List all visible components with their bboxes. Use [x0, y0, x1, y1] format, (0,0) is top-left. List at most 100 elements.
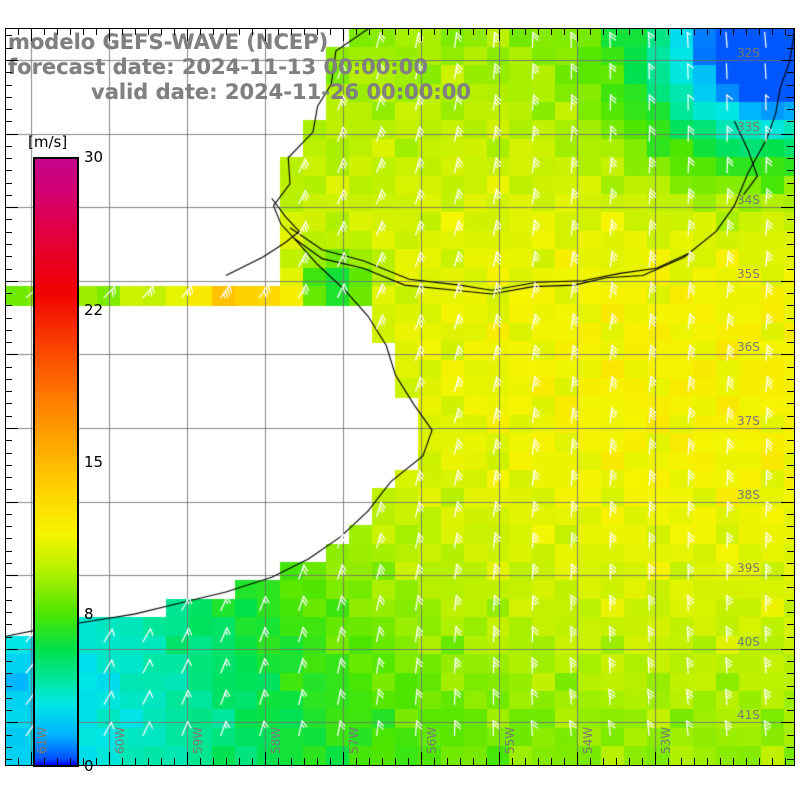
- axis-tick: [304, 758, 305, 766]
- axis-tick: [5, 489, 12, 490]
- axis-tick: [781, 649, 795, 650]
- axis-tick: [460, 28, 461, 35]
- axis-tick: [5, 305, 12, 306]
- axis-tick: [18, 28, 19, 35]
- lat-label-32S: 32S: [737, 46, 760, 60]
- axis-tick: [5, 612, 12, 613]
- axis-tick: [787, 305, 795, 306]
- axis-tick: [603, 28, 604, 35]
- axis-tick: [148, 758, 149, 766]
- axis-tick: [787, 477, 795, 478]
- axis-tick: [5, 538, 12, 539]
- axis-tick: [5, 367, 12, 368]
- axis-tick: [787, 759, 795, 760]
- colorbar-gradient: [33, 157, 79, 767]
- axis-tick: [551, 758, 552, 766]
- axis-tick: [787, 219, 795, 220]
- axis-tick: [317, 28, 318, 35]
- lat-label-35S: 35S: [737, 266, 760, 281]
- axis-tick: [787, 673, 795, 674]
- axis-tick: [787, 600, 795, 601]
- axis-tick: [787, 256, 795, 257]
- axis-tick: [317, 758, 318, 766]
- axis-tick: [629, 28, 630, 35]
- axis-tick: [787, 465, 795, 466]
- axis-tick: [447, 758, 448, 766]
- colorbar-tick-8: 8: [84, 605, 94, 623]
- axis-tick: [787, 526, 795, 527]
- axis-tick: [408, 758, 409, 766]
- axis-tick: [473, 28, 474, 35]
- axis-tick: [787, 35, 795, 36]
- lon-label-55W: 55W: [502, 726, 517, 754]
- axis-tick: [5, 293, 12, 294]
- axis-tick: [5, 146, 12, 147]
- axis-tick: [395, 28, 396, 35]
- lat-label-34S: 34S: [737, 193, 760, 208]
- axis-tick: [590, 758, 591, 766]
- axis-tick: [787, 416, 795, 417]
- axis-tick: [369, 28, 370, 35]
- axis-tick: [512, 28, 513, 35]
- axis-tick: [252, 28, 253, 35]
- axis-tick: [5, 624, 12, 625]
- axis-tick: [44, 28, 45, 35]
- axis-tick: [616, 758, 617, 766]
- model-title: modelo GEFS-WAVE (NCEP): [8, 30, 329, 54]
- axis-tick: [5, 587, 12, 588]
- axis-tick: [5, 330, 12, 331]
- axis-tick: [787, 342, 795, 343]
- axis-tick: [161, 758, 162, 766]
- axis-tick: [382, 28, 383, 35]
- axis-tick: [787, 195, 795, 196]
- axis-tick: [31, 752, 32, 766]
- axis-tick: [787, 170, 795, 171]
- axis-tick: [5, 170, 12, 171]
- axis-tick: [200, 758, 201, 766]
- axis-tick: [5, 391, 12, 392]
- axis-tick: [96, 758, 97, 766]
- axis-tick: [447, 28, 448, 35]
- figure-title-block: modelo GEFS-WAVE (NCEP) forecast date: 2…: [8, 30, 528, 105]
- axis-tick: [787, 453, 795, 454]
- axis-tick: [787, 379, 795, 380]
- lon-label-59W: 59W: [190, 726, 205, 754]
- axis-tick: [252, 758, 253, 766]
- axis-tick: [5, 269, 12, 270]
- axis-tick: [5, 526, 12, 527]
- axis-tick: [304, 28, 305, 35]
- axis-tick: [733, 758, 734, 766]
- axis-tick: [408, 28, 409, 35]
- axis-tick: [694, 28, 695, 35]
- map-plot-area[interactable]: [5, 28, 795, 766]
- axis-tick: [5, 465, 12, 466]
- colorbar-unit-label: [m/s]: [28, 133, 68, 151]
- axis-tick: [785, 28, 786, 35]
- axis-tick: [5, 600, 12, 601]
- axis-tick: [109, 28, 110, 41]
- axis-tick: [5, 109, 12, 110]
- axis-tick: [278, 28, 279, 35]
- axis-tick: [239, 758, 240, 766]
- axis-tick: [473, 758, 474, 766]
- axis-tick: [31, 28, 32, 41]
- axis-tick: [759, 758, 760, 766]
- axis-tick: [5, 342, 12, 343]
- axis-tick: [668, 758, 669, 766]
- axis-tick: [70, 758, 71, 766]
- axis-tick: [551, 28, 552, 35]
- axis-tick: [5, 207, 18, 208]
- axis-tick: [781, 428, 795, 429]
- axis-tick: [343, 28, 344, 41]
- axis-tick: [434, 758, 435, 766]
- axis-tick: [5, 637, 12, 638]
- axis-tick: [787, 686, 795, 687]
- axis-tick: [5, 649, 18, 650]
- axis-tick: [44, 758, 45, 766]
- lon-label-57W: 57W: [346, 726, 361, 754]
- axis-tick: [642, 758, 643, 766]
- axis-tick: [5, 673, 12, 674]
- axis-tick: [499, 28, 500, 41]
- axis-tick: [629, 758, 630, 766]
- axis-tick: [564, 28, 565, 35]
